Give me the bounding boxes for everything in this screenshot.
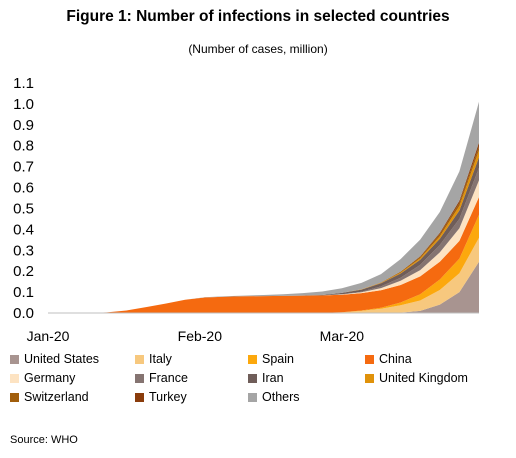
y-tick-label: 0.5 xyxy=(13,200,34,217)
legend-item-italy: Italy xyxy=(135,352,172,366)
y-tick-label: 0.8 xyxy=(13,138,34,155)
legend-swatch xyxy=(10,392,19,402)
legend-item-united-kingdom: United Kingdom xyxy=(365,371,468,385)
legend-item-china: China xyxy=(365,352,412,366)
legend-swatch xyxy=(10,373,19,383)
legend-item-iran: Iran xyxy=(248,371,284,385)
y-tick-label: 0.4 xyxy=(13,221,34,238)
legend-item-others: Others xyxy=(248,390,300,404)
legend-swatch xyxy=(248,373,257,383)
legend-item-turkey: Turkey xyxy=(135,390,187,404)
legend-swatch xyxy=(248,392,257,402)
x-tick-label: Feb-20 xyxy=(178,328,223,344)
y-tick-label: 0.6 xyxy=(13,180,34,197)
y-tick-label: 0.2 xyxy=(13,263,34,280)
legend-swatch xyxy=(135,392,144,402)
legend-swatch xyxy=(365,373,374,383)
legend-swatch xyxy=(135,354,144,364)
chart-subtitle: (Number of cases, million) xyxy=(188,42,328,56)
legend-label: China xyxy=(379,352,412,366)
x-tick-label: Jan-20 xyxy=(27,328,70,344)
legend-item-united-states: United States xyxy=(10,352,99,366)
legend-item-france: France xyxy=(135,371,188,385)
legend-label: France xyxy=(149,371,188,385)
legend-label: Turkey xyxy=(149,390,187,404)
stacked-area-chart: 0.0 0.1 0.2 0.3 0.4 0.5 0.6 0.7 0.8 0.9 1.0 1.1 Jan-… xyxy=(13,75,479,344)
legend-label: United States xyxy=(24,352,100,366)
legend-label: United Kingdom xyxy=(379,371,468,385)
legend-label: Switzerland xyxy=(24,390,89,404)
legend-label: Italy xyxy=(149,352,172,366)
legend-swatch xyxy=(135,373,144,383)
legend-swatch xyxy=(248,354,257,364)
y-tick-label: 1.0 xyxy=(13,96,34,113)
legend-item-germany: Germany xyxy=(10,371,75,385)
legend-label: Iran xyxy=(262,371,284,385)
legend-label: Others xyxy=(262,390,300,404)
legend-item-switzerland: Switzerland xyxy=(10,390,89,404)
y-tick-label: 1.1 xyxy=(13,75,34,92)
y-tick-label: 0.1 xyxy=(13,284,34,301)
y-tick-label: 0.0 xyxy=(13,305,34,322)
y-tick-label: 0.7 xyxy=(13,159,34,176)
legend-label: Germany xyxy=(24,371,76,385)
legend-swatch xyxy=(10,354,19,364)
y-tick-label: 0.3 xyxy=(13,242,34,259)
chart-title: Figure 1: Number of infections in select… xyxy=(66,8,450,25)
x-tick-label: Mar-20 xyxy=(320,328,365,344)
area-united-states xyxy=(48,261,479,313)
y-tick-label: 0.9 xyxy=(13,117,34,134)
area-italy xyxy=(48,237,479,313)
source-note: Source: WHO xyxy=(10,434,78,446)
legend-swatch xyxy=(365,354,374,364)
legend-item-spain: Spain xyxy=(248,352,294,366)
legend-label: Spain xyxy=(262,352,294,366)
